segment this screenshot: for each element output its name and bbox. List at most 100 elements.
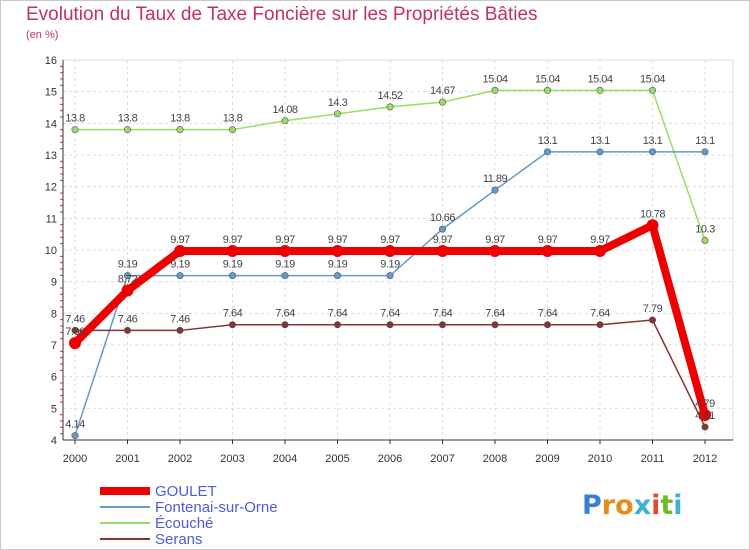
data-point xyxy=(438,225,446,233)
data-label: 7.64 xyxy=(328,308,348,320)
data-label: 13.8 xyxy=(223,113,243,125)
data-label: 13.8 xyxy=(170,113,190,125)
data-point xyxy=(333,321,341,329)
data-point xyxy=(491,186,499,194)
data-point xyxy=(71,326,79,334)
x-tick-label: 2004 xyxy=(273,453,297,465)
data-point-goulet xyxy=(594,244,606,257)
data-label: 7.64 xyxy=(433,308,453,320)
data-label: 10.3 xyxy=(695,224,715,236)
y-tick-label: 16 xyxy=(45,55,57,67)
data-label: 13.1 xyxy=(695,135,715,147)
x-tick-label: 2012 xyxy=(693,453,717,465)
data-label: 10.66 xyxy=(430,212,455,224)
x-tick-label: 2001 xyxy=(115,453,139,465)
data-label: 4.79 xyxy=(695,398,715,410)
data-point xyxy=(596,321,604,329)
data-label: 10.78 xyxy=(640,208,665,220)
data-label: 13.1 xyxy=(590,135,610,147)
data-point-goulet xyxy=(174,244,186,257)
data-label: 9.19 xyxy=(328,259,348,271)
data-point xyxy=(124,272,132,280)
x-tick-label: 2000 xyxy=(63,453,87,465)
data-label: 9.19 xyxy=(275,259,295,271)
data-point-goulet xyxy=(646,219,659,232)
data-label: 9.97 xyxy=(485,234,505,246)
logo-letter: r xyxy=(601,490,616,521)
x-tick-label: 2008 xyxy=(483,453,507,465)
data-point-goulet xyxy=(331,244,344,257)
x-tick-label: 2010 xyxy=(588,453,612,465)
data-label: 9.97 xyxy=(590,234,610,246)
data-point xyxy=(701,423,709,431)
y-tick-label: 10 xyxy=(45,245,57,257)
data-label: 4.41 xyxy=(695,410,715,422)
y-tick-label: 5 xyxy=(51,403,57,415)
proxiti-logo: Proxiti xyxy=(582,490,683,521)
data-point xyxy=(333,272,341,280)
data-label: 13.8 xyxy=(65,113,85,125)
data-point xyxy=(176,272,184,280)
data-label: 13.1 xyxy=(538,135,558,147)
data-label: 7.06 xyxy=(65,326,85,338)
data-point xyxy=(333,110,341,118)
data-point xyxy=(71,126,79,134)
data-point xyxy=(596,148,604,156)
data-label: 7.64 xyxy=(538,308,558,320)
logo-letter: i xyxy=(673,490,683,521)
data-label: 9.97 xyxy=(538,234,558,246)
legend-label: Fontenai-sur-Orne xyxy=(155,499,278,516)
x-tick-label: 2002 xyxy=(168,453,192,465)
data-point xyxy=(229,272,237,280)
data-label: 9.97 xyxy=(328,234,348,246)
data-label: 9.19 xyxy=(118,259,138,271)
y-tick-label: 12 xyxy=(45,182,57,194)
x-tick-label: 2005 xyxy=(325,453,349,465)
data-label: 9.19 xyxy=(380,259,400,271)
data-point xyxy=(648,86,656,94)
data-label: 15.04 xyxy=(535,73,560,85)
data-point xyxy=(701,148,709,156)
data-label: 15.04 xyxy=(482,73,507,85)
data-point xyxy=(543,321,551,329)
data-point xyxy=(124,126,132,134)
data-point xyxy=(386,103,394,111)
y-tick-label: 11 xyxy=(46,213,57,225)
x-tick-label: 2006 xyxy=(378,453,402,465)
data-label: 14.08 xyxy=(272,104,297,116)
data-point-goulet xyxy=(121,284,134,297)
data-label: 8.72 xyxy=(118,274,138,286)
chart-title: Evolution du Taux de Taxe Foncière sur l… xyxy=(26,4,538,25)
data-label: 14.52 xyxy=(377,90,402,102)
data-point-goulet xyxy=(541,244,554,257)
data-label: 7.46 xyxy=(170,313,190,325)
data-point xyxy=(648,148,656,156)
data-point xyxy=(543,86,551,94)
data-label: 13.1 xyxy=(643,135,663,147)
data-point xyxy=(229,321,237,329)
data-point-goulet xyxy=(699,408,711,421)
x-tick-label: 2011 xyxy=(641,453,665,465)
data-point xyxy=(596,86,604,94)
data-label: 14.3 xyxy=(328,97,348,109)
data-label: 7.79 xyxy=(643,303,663,315)
data-point-goulet xyxy=(226,244,239,257)
data-label: 7.64 xyxy=(223,308,243,320)
legend-label: Écouché xyxy=(155,515,213,532)
data-label: 7.46 xyxy=(65,313,85,325)
data-point xyxy=(281,321,289,329)
data-label: 7.64 xyxy=(590,308,610,320)
data-label: 7.64 xyxy=(485,308,505,320)
logo-letter: P xyxy=(582,490,602,521)
data-point xyxy=(176,126,184,134)
data-label: 15.04 xyxy=(587,73,612,85)
data-point xyxy=(701,237,709,245)
y-tick-label: 4 xyxy=(51,435,57,447)
y-tick-label: 15 xyxy=(45,87,57,99)
data-point xyxy=(543,148,551,156)
data-point xyxy=(124,326,132,334)
data-label: 7.46 xyxy=(118,313,138,325)
logo-letter: i xyxy=(651,490,661,521)
y-tick-label: 9 xyxy=(51,277,57,289)
data-point-goulet xyxy=(69,337,81,350)
